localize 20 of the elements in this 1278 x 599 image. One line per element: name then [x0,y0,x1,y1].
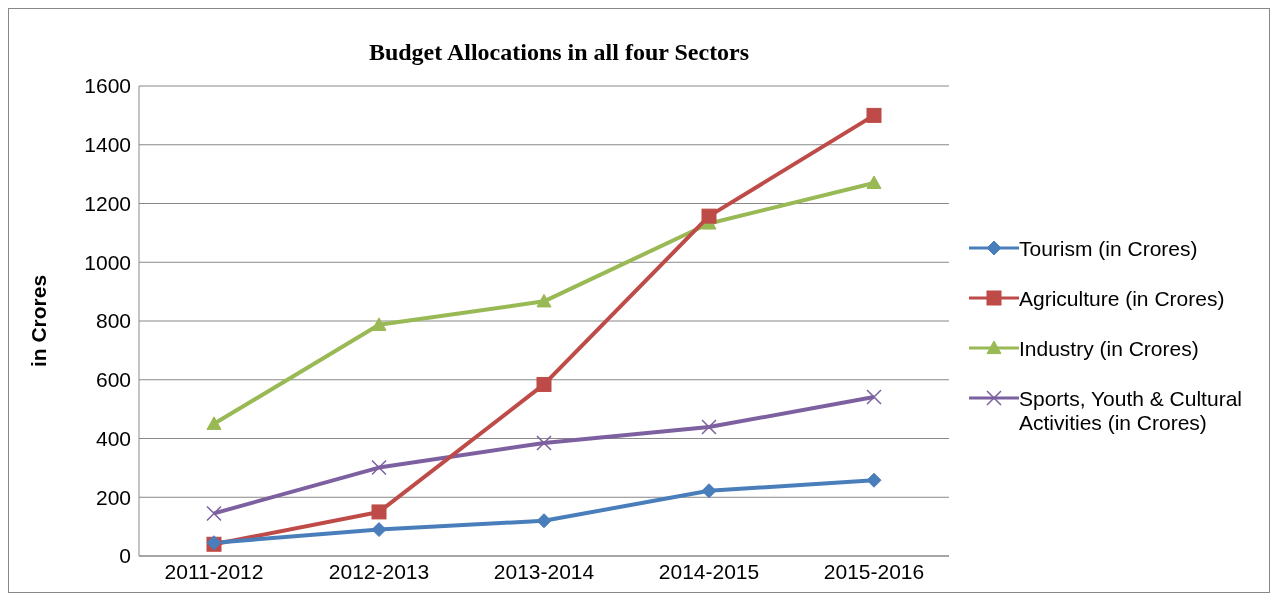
y-tick-label: 1600 [84,74,131,98]
y-axis-title: in Crores [27,274,51,368]
chart-title: Budget Allocations in all four Sectors [367,39,751,66]
y-tick-label: 1200 [84,191,131,215]
y-tick-label: 600 [95,368,131,392]
x-tick-label: 2015-2016 [823,559,925,583]
y-tick-label: 200 [95,485,131,509]
y-tick-label: 1400 [84,133,131,157]
y-tick-label: 0 [119,544,131,568]
x-tick-label: 2012-2013 [328,559,430,583]
y-tick-label: 800 [95,309,131,333]
legend-label: Industry (in Crores) [1019,337,1199,361]
x-tick-label: 2011-2012 [164,559,264,583]
x-tick-label: 2013-2014 [493,559,595,583]
legend-label: Agriculture (in Crores) [1019,287,1225,311]
legend-label: Tourism (in Crores) [1019,237,1198,261]
legend-label: Sports, Youth & Cultural Activities (in Crores) [1019,387,1243,435]
x-tick-label: 2014-2015 [658,559,760,583]
y-tick-label: 1000 [84,250,131,274]
y-tick-label: 400 [95,426,131,450]
